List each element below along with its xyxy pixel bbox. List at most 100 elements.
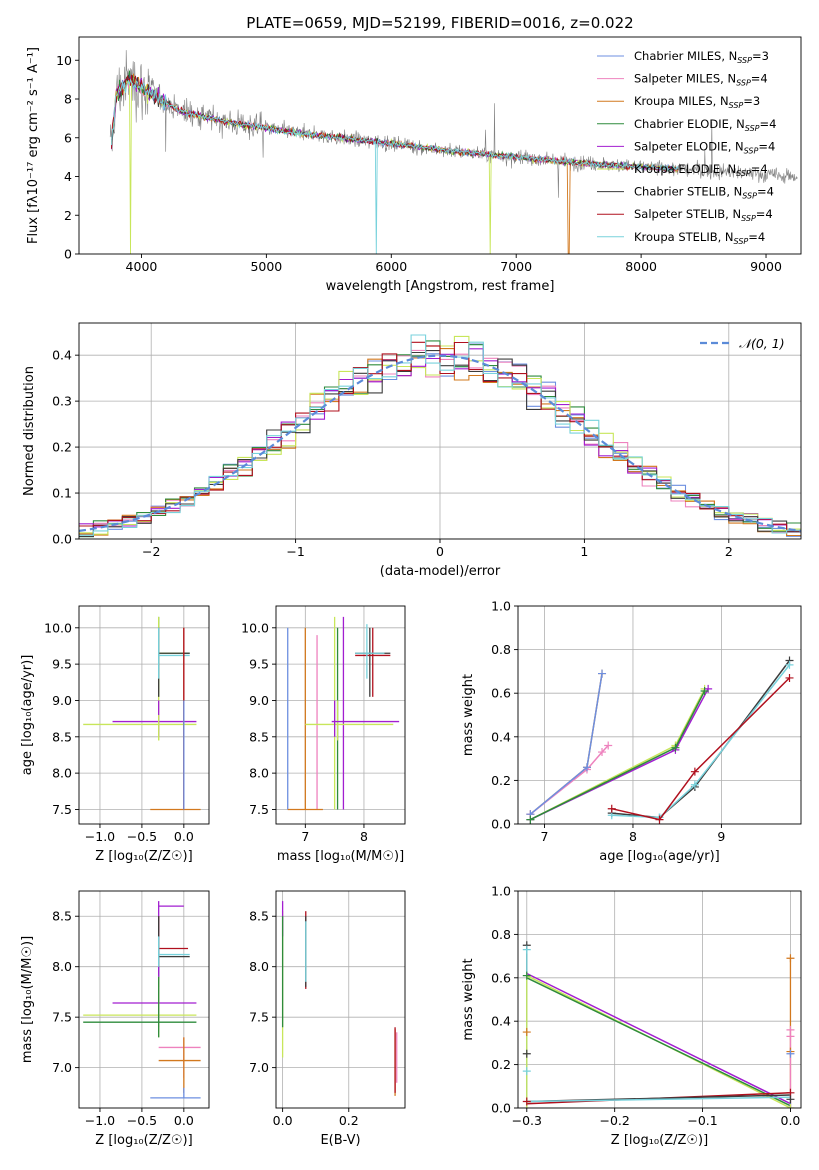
spectrum-model-line — [111, 76, 679, 172]
y-tick-label: 0.1 — [52, 486, 72, 501]
weight-age-point — [655, 815, 664, 824]
y-axis-label: mass weight — [461, 958, 476, 1040]
x-axis-label: (data-model)/error — [380, 564, 501, 579]
x-tick-label: −1.0 — [85, 829, 115, 844]
legend-label: Kroupa ELODIE, NSSP=4 — [634, 162, 768, 178]
legend-subscript: SSP — [744, 146, 759, 155]
x-axis-label: Z [log₁₀(Z/Z☉)] — [611, 1133, 708, 1148]
legend-subscript: SSP — [741, 214, 756, 223]
y-tick-label: 0 — [64, 247, 72, 262]
weight-age-line — [529, 673, 603, 815]
axes-frame-group: 0.0 0.2 7.0 7.5 8.0 8.5 E(B-V) — [249, 890, 406, 1148]
y-axis-label: Flux [fλ10⁻¹⁷ erg cm⁻² s⁻¹ A⁻¹] — [26, 47, 41, 244]
y-tick-label: 10 — [56, 53, 72, 68]
legend-count: =4 — [758, 139, 775, 153]
weight-age-point — [700, 687, 709, 696]
weight-age-point — [671, 743, 680, 752]
weight-age-point — [704, 684, 713, 693]
y-tick-label: 8 — [64, 92, 72, 107]
plot-area — [518, 891, 801, 1108]
plot-area — [79, 606, 209, 824]
weight-age-point — [785, 660, 794, 669]
weight-age-point — [785, 673, 794, 682]
legend-subscript: SSP — [742, 192, 757, 201]
axes-frame — [275, 605, 406, 825]
x-tick-label: −0.5 — [127, 829, 157, 844]
x-tick-label: 8 — [360, 829, 368, 844]
y-tick-label: 7.0 — [249, 1060, 269, 1075]
axes-frame-group: 7 8 9 0.0 0.2 0.4 0.6 0.8 1.0 age [log₁₀(age/yr)]… — [461, 599, 802, 864]
y-tick-label: 7.5 — [52, 802, 72, 817]
y-tick-label: 6 — [64, 130, 72, 145]
weight-z-line — [526, 977, 791, 1107]
y-tick-label: 1.0 — [491, 599, 511, 614]
spectrum-model-line — [111, 74, 679, 173]
y-tick-label: 8.0 — [249, 959, 269, 974]
y-tick-label: 8.5 — [52, 909, 72, 924]
y-tick-label: 7.0 — [52, 1060, 72, 1075]
weight-z-point — [522, 1067, 531, 1076]
x-tick-label: −0.5 — [127, 1113, 157, 1128]
y-tick-label: 0.3 — [52, 394, 72, 409]
x-tick-label: 9 — [717, 829, 725, 844]
x-axis-label: mass [log₁₀(M/M☉)] — [277, 849, 404, 864]
x-tick-label: −0.3 — [512, 1113, 542, 1128]
weight-z-point — [522, 1049, 531, 1058]
axes-frame-group: −1.0 −0.5 0.0 7.5 8.0 8.5 9.0 9.5 10.0 Z [log₁₀(Z… — [20, 605, 210, 864]
legend-count: =4 — [751, 72, 768, 86]
weight-z-point — [786, 954, 795, 963]
y-axis-label: mass [log₁₀(M/M☉)] — [20, 936, 35, 1063]
spectrum-model-line — [111, 77, 679, 254]
weight-z-line — [526, 972, 791, 1105]
y-tick-label: 9.5 — [249, 657, 269, 672]
x-axis-label: Z [log₁₀(Z/Z☉)] — [95, 1133, 192, 1148]
legend-subscript: SSP — [729, 101, 744, 110]
x-tick-label: 0 — [436, 544, 444, 559]
legend-label: Chabrier STELIB, NSSP=4 — [634, 185, 774, 201]
plot-area — [79, 891, 209, 1108]
weight-z-point — [522, 1097, 531, 1106]
spectrum-model-line — [111, 76, 679, 173]
weight-z-point — [522, 971, 531, 980]
weight-z-point — [786, 1095, 795, 1104]
legend-count: =3 — [752, 49, 769, 63]
weight-z-point — [522, 1028, 531, 1037]
weight-z-point — [786, 1032, 795, 1041]
legend-label: Salpeter STELIB, NSSP=4 — [634, 207, 773, 223]
y-tick-label: 8.0 — [52, 959, 72, 974]
plot-area — [518, 606, 801, 824]
x-tick-label: 0.2 — [339, 1113, 359, 1128]
x-tick-label: 4000 — [126, 259, 158, 274]
y-axis-label: mass weight — [461, 674, 476, 756]
axes-frame — [78, 36, 802, 255]
axes-age_vs_Z: −1.0 −0.5 0.0 7.5 8.0 8.5 9.0 9.5 10.0 Z [log₁₀(Z… — [20, 605, 210, 864]
legend-count: =3 — [743, 94, 760, 108]
y-tick-label: 10.0 — [241, 620, 269, 635]
axes-frame — [78, 605, 210, 825]
x-tick-label: 6000 — [375, 259, 407, 274]
histogram-step-line — [79, 334, 801, 536]
x-tick-label: 0.0 — [273, 1113, 293, 1128]
x-axis-label: E(B-V) — [320, 1133, 360, 1148]
y-tick-label: 7.5 — [249, 802, 269, 817]
axes-frame-group: 𝒩(0, 1) −2 −1 0 1 2 0.0 0.1 0.2 0.3 0.4 (data-model… — [22, 322, 802, 579]
y-tick-label: 0.2 — [52, 440, 72, 455]
axes-frame — [517, 890, 802, 1109]
weight-z-point — [522, 945, 531, 954]
x-tick-label: 1 — [580, 544, 588, 559]
spectrum-model-line — [111, 70, 679, 172]
legend-label: Chabrier MILES, NSSP=3 — [634, 49, 769, 65]
legend-label: Chabrier ELODIE, NSSP=4 — [634, 117, 776, 133]
weight-age-point — [604, 741, 613, 750]
plot-area — [109, 50, 798, 254]
x-tick-label: 0.0 — [174, 1113, 194, 1128]
y-tick-label: 0.6 — [491, 686, 511, 701]
legend-label: Kroupa STELIB, NSSP=4 — [634, 230, 765, 246]
legend-label: Kroupa MILES, NSSP=3 — [634, 94, 760, 110]
y-tick-label: 0.0 — [52, 532, 72, 547]
weight-z-point — [786, 1049, 795, 1058]
y-tick-label: 0.8 — [491, 642, 511, 657]
x-tick-label: 5000 — [250, 259, 282, 274]
